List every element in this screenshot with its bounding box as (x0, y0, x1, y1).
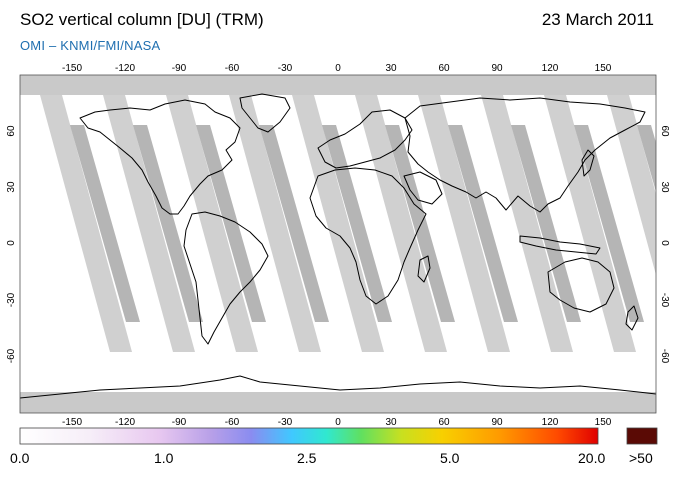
orbit-gap-band (418, 95, 510, 352)
orbit-overlap-band (322, 125, 392, 322)
colorbar-label: 0.0 (10, 450, 30, 466)
lon-tick-bottom: -60 (225, 417, 240, 428)
europe-outline (317, 109, 413, 169)
japan-outline (581, 149, 595, 177)
orbit-overlap-band (259, 125, 329, 322)
orbit-overlap-band (385, 125, 455, 322)
lon-tick-top: 120 (542, 63, 559, 74)
north-america-outline (79, 99, 241, 215)
antarctic-no-data (20, 392, 656, 413)
lon-tick-top: -120 (115, 63, 135, 74)
lon-tick-bottom: 30 (385, 417, 397, 428)
map-title: SO2 vertical column [DU] (TRM) (20, 10, 264, 29)
australia-outline (547, 257, 615, 313)
africa-outline (309, 167, 427, 305)
lon-tick-top: 150 (595, 63, 612, 74)
lon-tick-bottom: 120 (542, 417, 559, 428)
lat-ticks-left: 60 30 0 -30 -60 (6, 125, 17, 363)
lat-tick-right: 0 (659, 240, 670, 246)
lon-tick-bottom: -30 (278, 417, 293, 428)
orbit-gap-band (103, 95, 195, 352)
orbit-overlap-band (133, 125, 203, 322)
data-credit: OMI – KNMI/FMI/NASA (20, 38, 161, 53)
lon-tick-top: 90 (491, 63, 503, 74)
colorbar (19, 427, 599, 445)
lon-ticks-top: -150 -120 -90 -60 -30 0 30 60 90 120 150 (62, 63, 612, 74)
south-america-outline (183, 211, 269, 345)
arabia-outline (403, 171, 443, 205)
lon-tick-bottom: 90 (491, 417, 503, 428)
new-zealand-outline (625, 305, 639, 331)
indonesia-outline (519, 235, 601, 255)
lat-tick-left: 60 (6, 125, 17, 137)
lon-tick-top: -60 (225, 63, 240, 74)
lon-tick-bottom: -150 (62, 417, 82, 428)
coastlines (20, 93, 656, 399)
colorbar-label: 1.0 (154, 450, 174, 466)
orbit-gap-band (229, 95, 321, 352)
orbit-overlap-band (511, 125, 581, 322)
lon-tick-top: -30 (278, 63, 293, 74)
lon-tick-bottom: 60 (438, 417, 450, 428)
lat-tick-left: 0 (6, 240, 17, 246)
lat-tick-left: 30 (6, 181, 17, 193)
lon-tick-bottom: 0 (335, 417, 341, 428)
arctic-no-data (20, 75, 656, 95)
lon-tick-bottom: 150 (595, 417, 612, 428)
greenland-outline (239, 93, 291, 133)
map-frame (19, 74, 657, 414)
lat-tick-left: -30 (6, 292, 17, 307)
colorbar-label: 2.5 (297, 450, 317, 466)
lat-tick-right: 30 (659, 181, 670, 193)
lon-tick-top: 0 (335, 63, 341, 74)
lat-tick-left: -60 (6, 348, 17, 363)
asia-outline (404, 97, 646, 213)
colorbar-overflow (626, 427, 658, 445)
orbit-gap-band (544, 95, 636, 352)
lon-tick-bottom: -120 (115, 417, 135, 428)
colorbar-label: 5.0 (440, 450, 460, 466)
lon-tick-top: -150 (62, 63, 82, 74)
colorbar-label: 20.0 (578, 450, 606, 466)
lat-tick-right: -30 (659, 293, 670, 308)
lon-tick-top: -90 (172, 63, 187, 74)
orbit-overlap-band (574, 125, 644, 322)
map-date: 23 March 2011 (541, 10, 654, 29)
orbit-gap-band (355, 95, 447, 352)
lon-tick-bottom: -90 (172, 417, 187, 428)
orbit-gap-band (40, 95, 132, 352)
orbit-overlap-band (637, 125, 656, 192)
lat-ticks-right: 60 30 0 -30 -60 (659, 125, 670, 363)
lon-tick-top: 60 (438, 63, 450, 74)
orbit-overlap-band (70, 125, 140, 322)
lon-ticks-bottom: -150 -120 -90 -60 -30 0 30 60 90 120 150 (62, 417, 612, 428)
lon-tick-top: 30 (385, 63, 397, 74)
orbit-overlap-band (448, 125, 518, 322)
lat-tick-right: 60 (659, 125, 670, 137)
antarctica-outline (20, 375, 656, 399)
colorbar-label: >50 (629, 450, 653, 466)
orbit-gap-band (292, 95, 384, 352)
orbit-gap-band (166, 95, 258, 352)
orbit-gap-band (607, 95, 656, 275)
orbit-overlap-band (196, 125, 266, 322)
madagascar-outline (417, 255, 431, 283)
lat-tick-right: -60 (659, 349, 670, 364)
